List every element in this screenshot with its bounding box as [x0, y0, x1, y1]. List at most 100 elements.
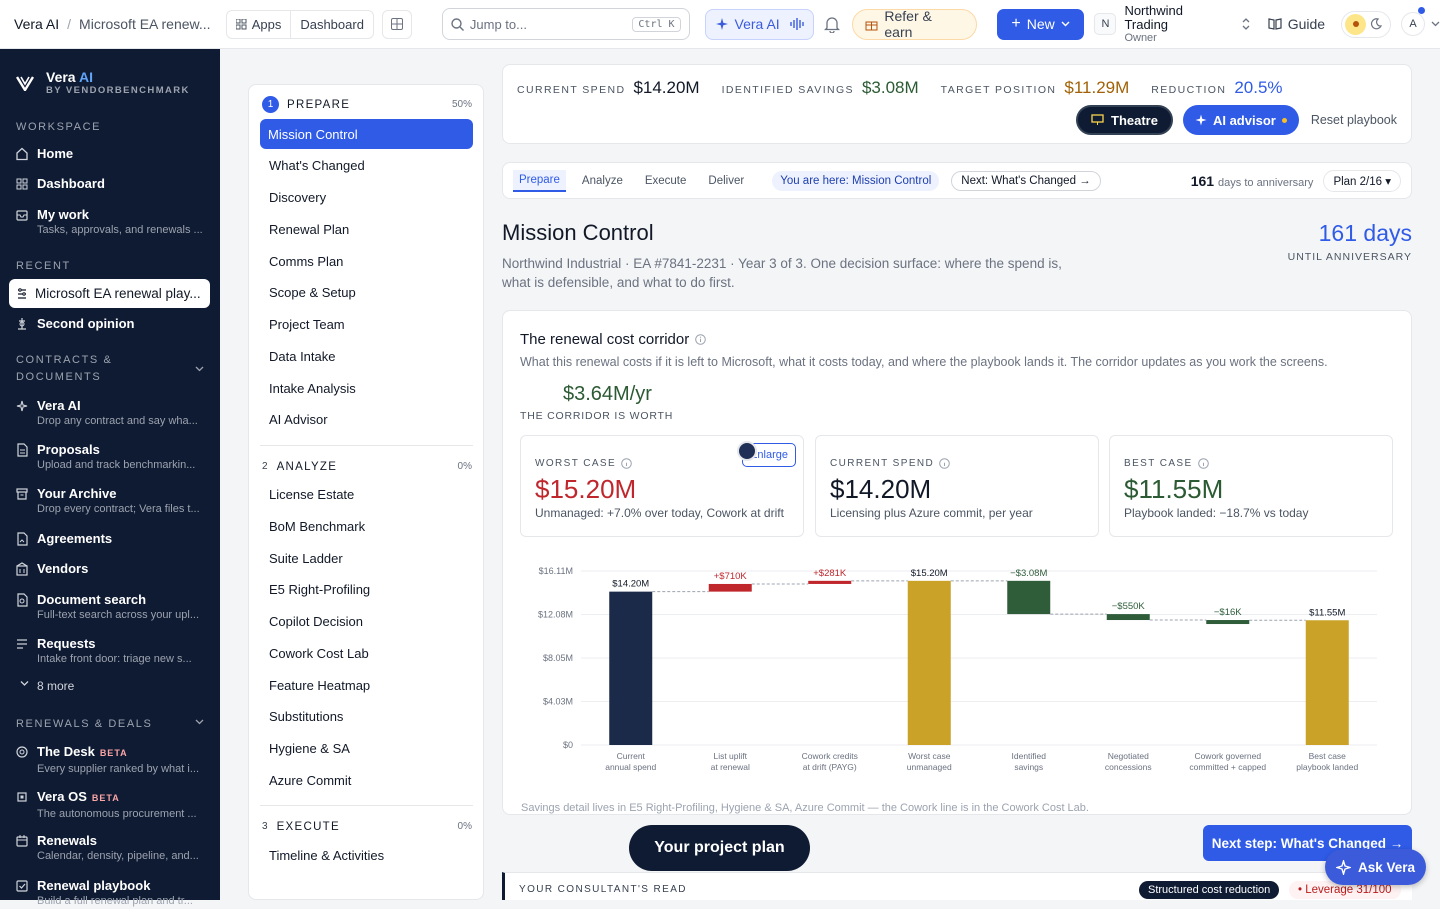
scenario-current-spend: CURRENT SPEND $14.20M Licensing plus Azu… [815, 435, 1099, 537]
sidebar-item-sub: The autonomous procurement ... [37, 808, 197, 820]
project-plan-button[interactable]: Your project plan [629, 825, 810, 871]
guide-button[interactable]: Guide [1268, 16, 1325, 32]
refer-earn-button[interactable]: Refer & earn [852, 8, 977, 40]
x-tick-label: Cowork governed [1194, 751, 1261, 761]
sidebar-item-recent-second-opinion[interactable]: Second opinion [16, 315, 210, 332]
show-more-button[interactable]: 8 more [20, 679, 74, 693]
step-hygiene-sa[interactable]: Hygiene & SA [269, 741, 350, 756]
current-spend-value: $14.20M [633, 78, 700, 97]
file-signature-icon [17, 532, 28, 546]
vera-ai-button[interactable]: Vera AI [704, 8, 815, 40]
reduction-label: REDUCTION [1151, 84, 1227, 96]
step-timeline-activities[interactable]: Timeline & Activities [269, 848, 385, 863]
breadcrumb-home[interactable]: Vera AI [14, 16, 60, 32]
sidebar-item-label: Renewal playbook [37, 878, 151, 893]
search-input[interactable]: Jump to... Ctrl K [441, 8, 690, 40]
sidebar-item-sub: Intake front door: triage new s... [37, 653, 192, 665]
apps-dashboard-switch: Apps Dashboard [225, 9, 374, 39]
new-button[interactable]: + New [996, 8, 1085, 40]
phase-prepare[interactable]: 1 PREPARE 50% [262, 96, 472, 113]
logo[interactable]: Vera AI BY VENDORBENCHMARK [16, 69, 190, 96]
calendar-icon [16, 835, 28, 847]
moon-icon [1370, 18, 1383, 30]
ai-advisor-button[interactable]: AI advisor [1182, 105, 1299, 135]
step-substitutions[interactable]: Substitutions [269, 709, 344, 724]
step-discovery[interactable]: Discovery [269, 190, 327, 205]
corridor-title: The renewal cost corridor [520, 331, 690, 348]
theme-toggle[interactable] [1341, 10, 1392, 38]
section-label: CONTRACTS & DOCUMENTS [16, 354, 113, 383]
phase-analyze[interactable]: 2 ANALYZE 0% [262, 458, 472, 475]
step-cowork-cost-lab[interactable]: Cowork Cost Lab [269, 646, 369, 661]
step-data-intake[interactable]: Data Intake [269, 349, 336, 364]
section-contracts[interactable]: CONTRACTS & DOCUMENTS [16, 352, 206, 386]
corridor-worth-label: THE CORRIDOR IS WORTH [520, 410, 674, 422]
step-ai-advisor[interactable]: AI Advisor [269, 412, 328, 427]
x-tick-label: committed + capped [1189, 762, 1266, 772]
step-renewal-plan[interactable]: Renewal Plan [269, 222, 350, 237]
sidebar-item-proposals[interactable]: Proposals Upload and track benchmarkin... [16, 441, 210, 473]
sidebar-item-dashboard[interactable]: Dashboard [16, 175, 210, 192]
ask-vera-button[interactable]: Ask Vera [1325, 849, 1426, 885]
user-avatar[interactable]: A [1401, 12, 1425, 36]
step-comms-plan[interactable]: Comms Plan [269, 254, 344, 269]
sidebar-item-vera-ai[interactable]: Vera AI Drop any contract and say wha... [16, 397, 210, 429]
sparkle-icon [1195, 114, 1207, 126]
sidebar-item-vendors[interactable]: Vendors [16, 560, 210, 577]
notifications-button[interactable] [824, 16, 841, 33]
list-icon [17, 639, 27, 649]
ask-vera-label: Ask Vera [1357, 859, 1416, 875]
org-switcher[interactable]: N Northwind Trading Owner [1094, 4, 1250, 44]
search-placeholder: Jump to... [469, 16, 527, 32]
layout-toggle-button[interactable] [381, 9, 412, 39]
sidebar-item-vera-os[interactable]: Vera OS BETA The autonomous procurement ..… [16, 788, 210, 822]
step-bom-benchmark[interactable]: BoM Benchmark [269, 519, 366, 534]
sidebar-item-agreements[interactable]: Agreements [16, 530, 210, 547]
sidebar-item-the-desk[interactable]: The Desk BETA Every supplier ranked by wha… [16, 743, 210, 777]
dashboard-button[interactable]: Dashboard [290, 10, 373, 38]
reset-playbook-button[interactable]: Reset playbook [1310, 113, 1397, 127]
sidebar-item-archive[interactable]: Your Archive Drop every contract; Vera fi… [16, 485, 210, 517]
sidebar-item-document-search[interactable]: Document search Full-text search across y… [16, 591, 210, 623]
section-renewals[interactable]: RENEWALS & DEALS [16, 716, 206, 733]
sparkle-icon [715, 18, 728, 30]
step-copilot-decision[interactable]: Copilot Decision [269, 614, 363, 629]
step-project-team[interactable]: Project Team [269, 317, 345, 332]
countdown-value: 161 days [1318, 220, 1412, 246]
theatre-button[interactable]: Theatre [1076, 105, 1173, 135]
apps-button[interactable]: Apps [227, 11, 291, 38]
gift-icon [865, 21, 878, 30]
corridor-worth-value: $3.64M/yr [563, 383, 652, 405]
phase-execute[interactable]: 3 EXECUTE 0% [262, 818, 472, 835]
sidebar-item-renewal-playbook[interactable]: Renewal playbook Build a full renewal pla… [16, 877, 210, 909]
tab-execute[interactable]: Execute [644, 174, 687, 187]
step-feature-heatmap[interactable]: Feature Heatmap [269, 678, 371, 693]
waterfall-chart: $0 $4.03M $8.05M $12.08M $16.11M $14.20M Curre… [538, 566, 1377, 772]
sidebar-item-recent-ea-renewal[interactable]: Microsoft EA renewal play... [9, 279, 210, 308]
tab-analyze[interactable]: Analyze [581, 174, 623, 187]
scenario-value: $14.20M [830, 474, 932, 504]
sidebar-item-sub: Drop every contract; Vera files t... [37, 503, 200, 515]
tab-deliver[interactable]: Deliver [708, 174, 745, 187]
x-tick-label: savings [1014, 762, 1043, 772]
target-position-value: $11.29M [1064, 78, 1130, 97]
step-mission-control[interactable]: Mission Control [260, 119, 473, 149]
step-scope-setup[interactable]: Scope & Setup [269, 285, 356, 300]
sidebar-item-renewals[interactable]: Renewals Calendar, density, pipeline, and… [16, 832, 210, 864]
sidebar-item-requests[interactable]: Requests Intake front door: triage new s.… [16, 635, 210, 667]
step-suite-ladder[interactable]: Suite Ladder [269, 551, 343, 566]
x-tick-label: List uplift [713, 751, 747, 761]
sidebar-item-my-work[interactable]: My work Tasks, approvals, and renewals ..… [16, 206, 210, 238]
step-whats-changed[interactable]: What's Changed [269, 158, 365, 173]
sidebar-item-home[interactable]: Home [16, 145, 210, 162]
step-intake-analysis[interactable]: Intake Analysis [269, 381, 356, 396]
step-azure-commit[interactable]: Azure Commit [269, 773, 352, 788]
next-page-button[interactable]: Next: What's Changed → [951, 170, 1101, 191]
step-e5-right-profiling[interactable]: E5 Right-Profiling [269, 582, 371, 597]
scenario-label-row: CURRENT SPEND [830, 458, 950, 469]
new-label: New [1026, 16, 1055, 32]
tab-prepare[interactable]: Prepare [513, 169, 566, 192]
plan-selector[interactable]: Plan 2/16 ▾ [1323, 169, 1401, 192]
brand-sub: BY VENDORBENCHMARK [46, 85, 190, 96]
step-license-estate[interactable]: License Estate [269, 487, 355, 502]
